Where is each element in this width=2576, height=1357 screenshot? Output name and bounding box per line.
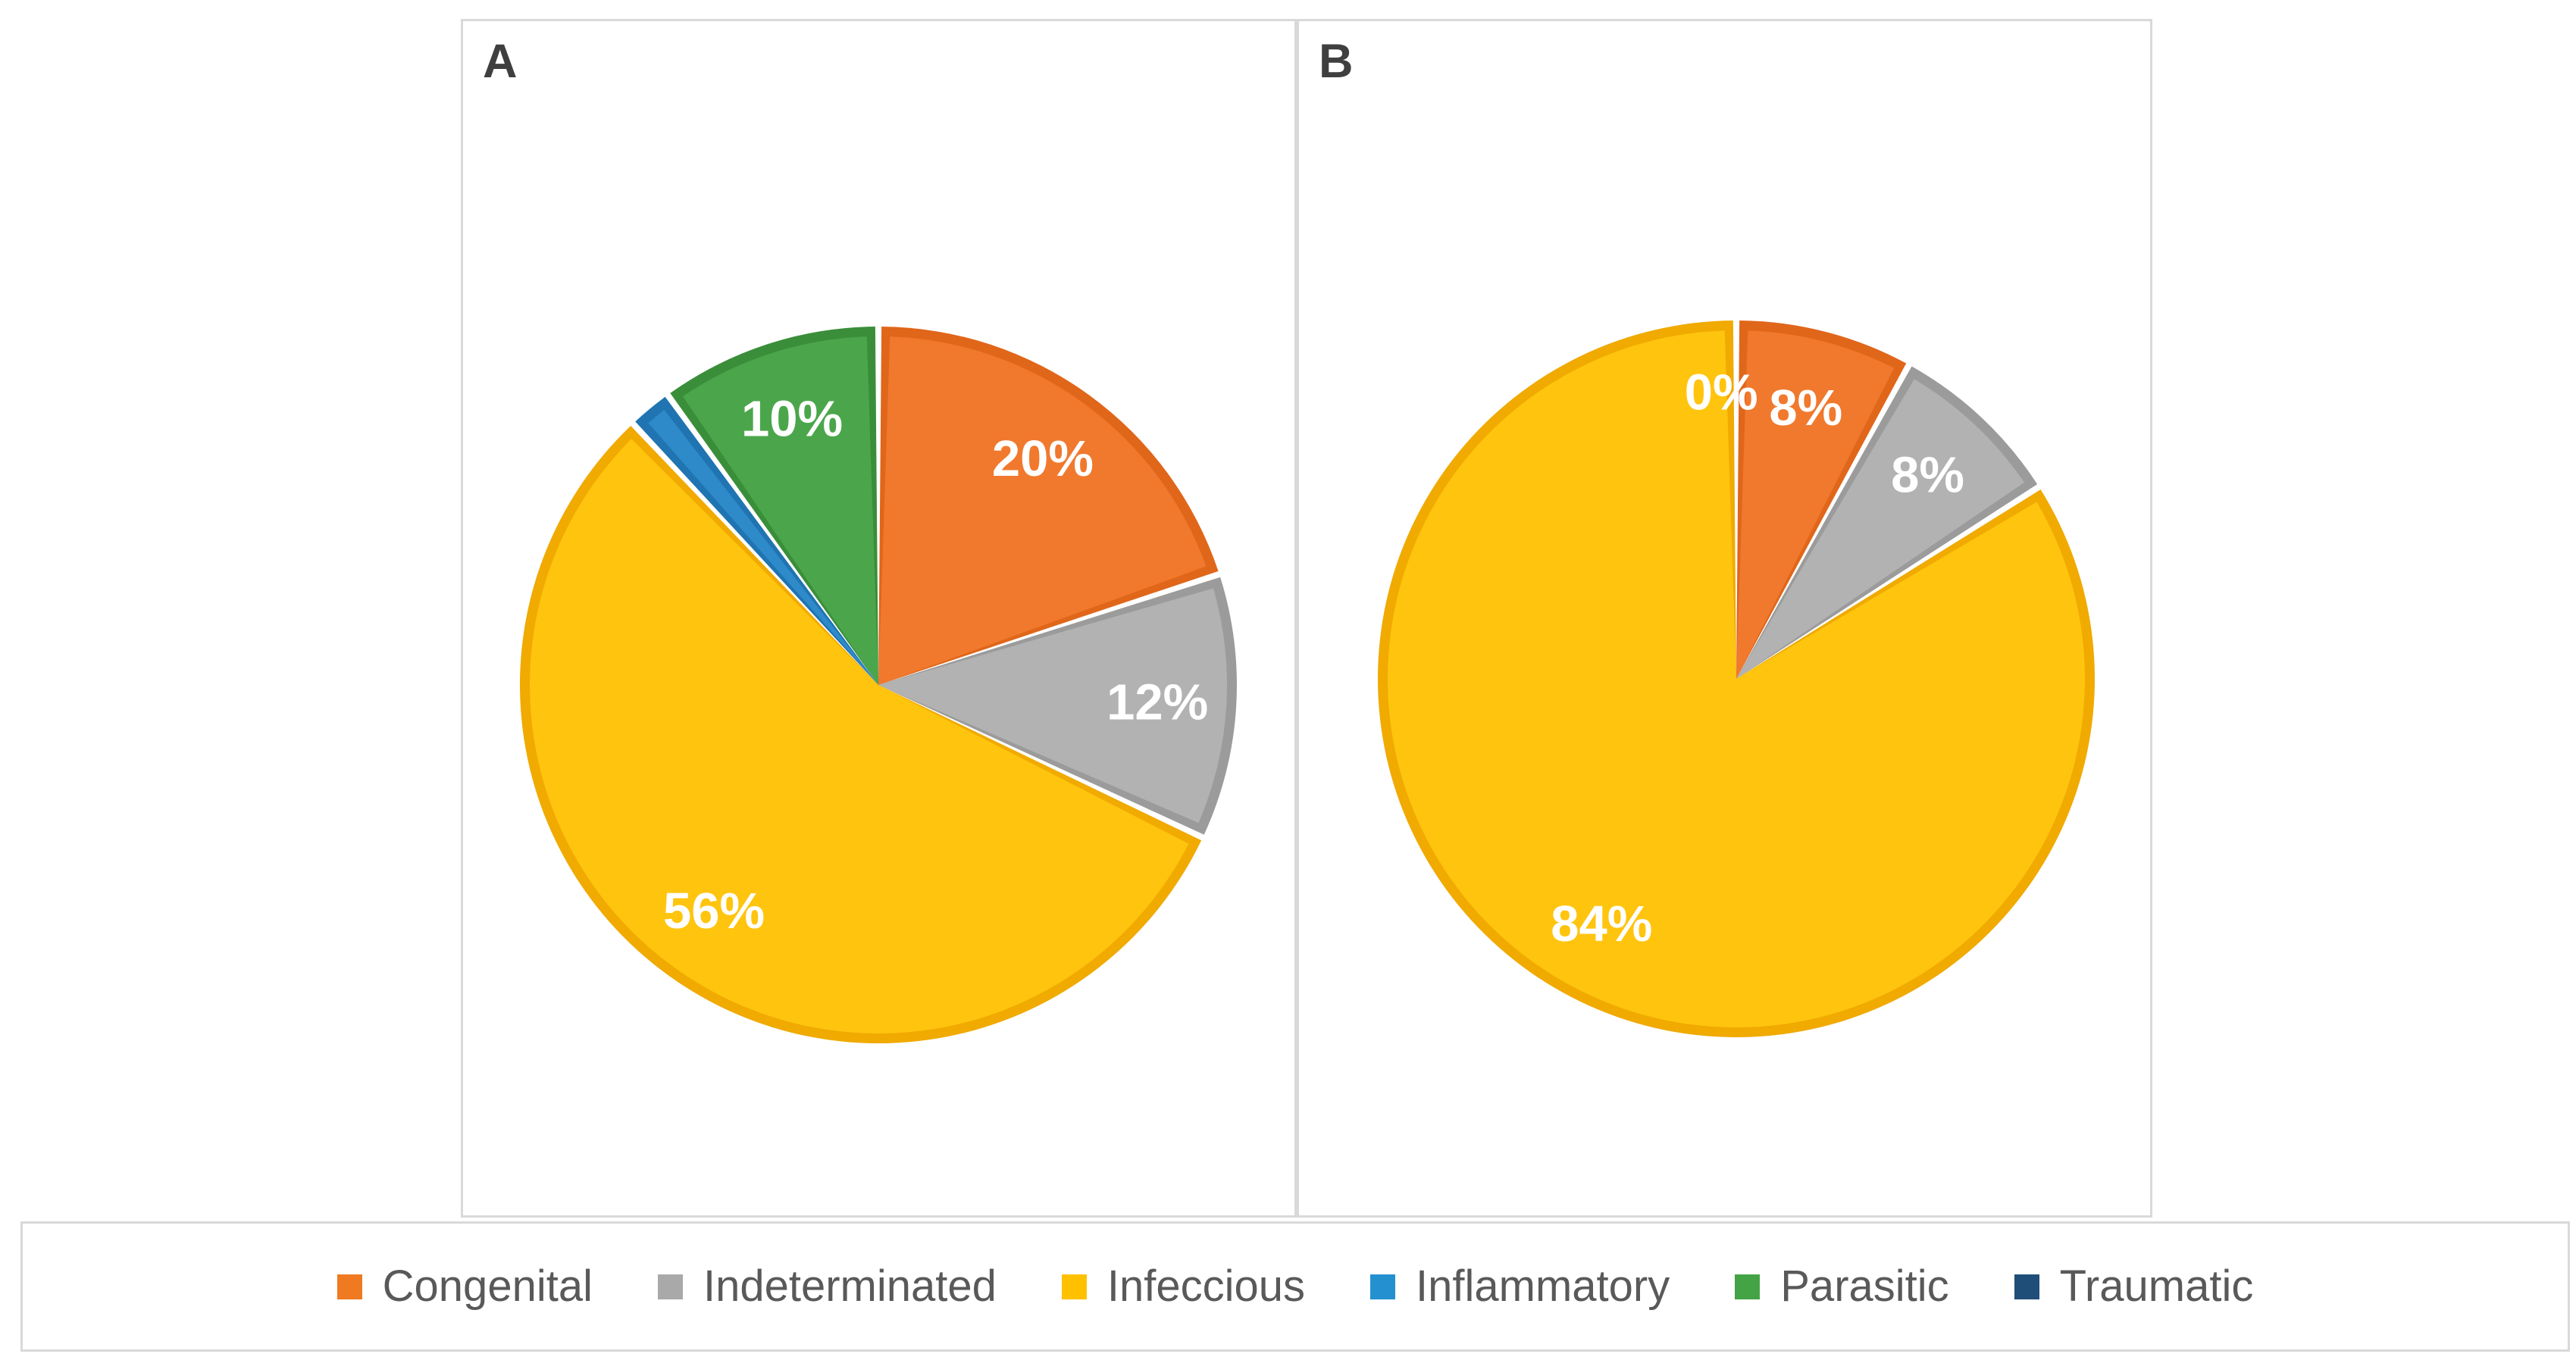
legend-label-infeccious: Infeccious <box>1106 1262 1306 1311</box>
pie-b-label-floating: 0% <box>1685 364 1758 421</box>
panel-b-label: B <box>1319 35 1354 88</box>
panel-a-label: A <box>483 35 518 88</box>
pie-a-slice-inflammatory <box>635 396 878 685</box>
legend: Congenital Indeterminated Infeccious Inf… <box>20 1221 2570 1352</box>
legend-swatch-traumatic <box>2014 1274 2039 1299</box>
legend-label-traumatic: Traumatic <box>2059 1262 2254 1311</box>
legend-swatch-inflammatory <box>1370 1274 1396 1299</box>
legend-item-indeterminated: Indeterminated <box>657 1262 997 1311</box>
pie-b-label-congenital: 8% <box>1769 380 1842 436</box>
pie-a-slice-parasitic <box>670 327 878 685</box>
legend-item-infeccious: Infeccious <box>1061 1262 1306 1311</box>
legend-swatch-indeterminated <box>657 1274 683 1299</box>
legend-label-congenital: Congenital <box>382 1262 593 1311</box>
pie-a-slice-infeccious <box>519 426 1202 1044</box>
legend-item-inflammatory: Inflammatory <box>1370 1265 1670 1309</box>
pie-chart-a: 20% 12% 56% 10% <box>519 327 1237 1044</box>
pie-a-label-parasitic: 10% <box>741 391 843 448</box>
legend-swatch-infeccious <box>1061 1274 1087 1299</box>
pie-b-slice-congenital <box>1736 320 1907 679</box>
pie-a-label-congenital: 20% <box>992 430 1094 487</box>
pie-chart-b: 8% 8% 84% 0% <box>1377 320 2095 1038</box>
legend-label-inflammatory: Inflammatory <box>1416 1262 1670 1311</box>
legend-label-parasitic: Parasitic <box>1780 1262 1949 1311</box>
pie-a-slice-congenital <box>878 327 1219 685</box>
legend-item-congenital: Congenital <box>336 1262 593 1311</box>
legend-item-traumatic: Traumatic <box>2014 1262 2254 1311</box>
pie-a-slice-indeterminated <box>878 577 1237 835</box>
pie-b-label-infeccious: 84% <box>1551 896 1652 952</box>
panel-b: B 8% 8% 84% 0% <box>1297 19 2152 1218</box>
pie-a-label-indeterminated: 12% <box>1106 674 1208 731</box>
pie-b-slice-infeccious <box>1377 320 2095 1038</box>
legend-label-indeterminated: Indeterminated <box>703 1262 997 1311</box>
pie-b-label-indeterminated: 8% <box>1891 447 1964 504</box>
legend-swatch-parasitic <box>1735 1274 1761 1299</box>
pie-a-label-infeccious: 56% <box>663 883 765 940</box>
legend-item-parasitic: Parasitic <box>1735 1262 1949 1311</box>
panel-a: A 20% 12% 56% 10% <box>461 19 1297 1218</box>
pie-b-slice-indeterminated <box>1736 366 2038 679</box>
legend-swatch-congenital <box>336 1274 362 1299</box>
